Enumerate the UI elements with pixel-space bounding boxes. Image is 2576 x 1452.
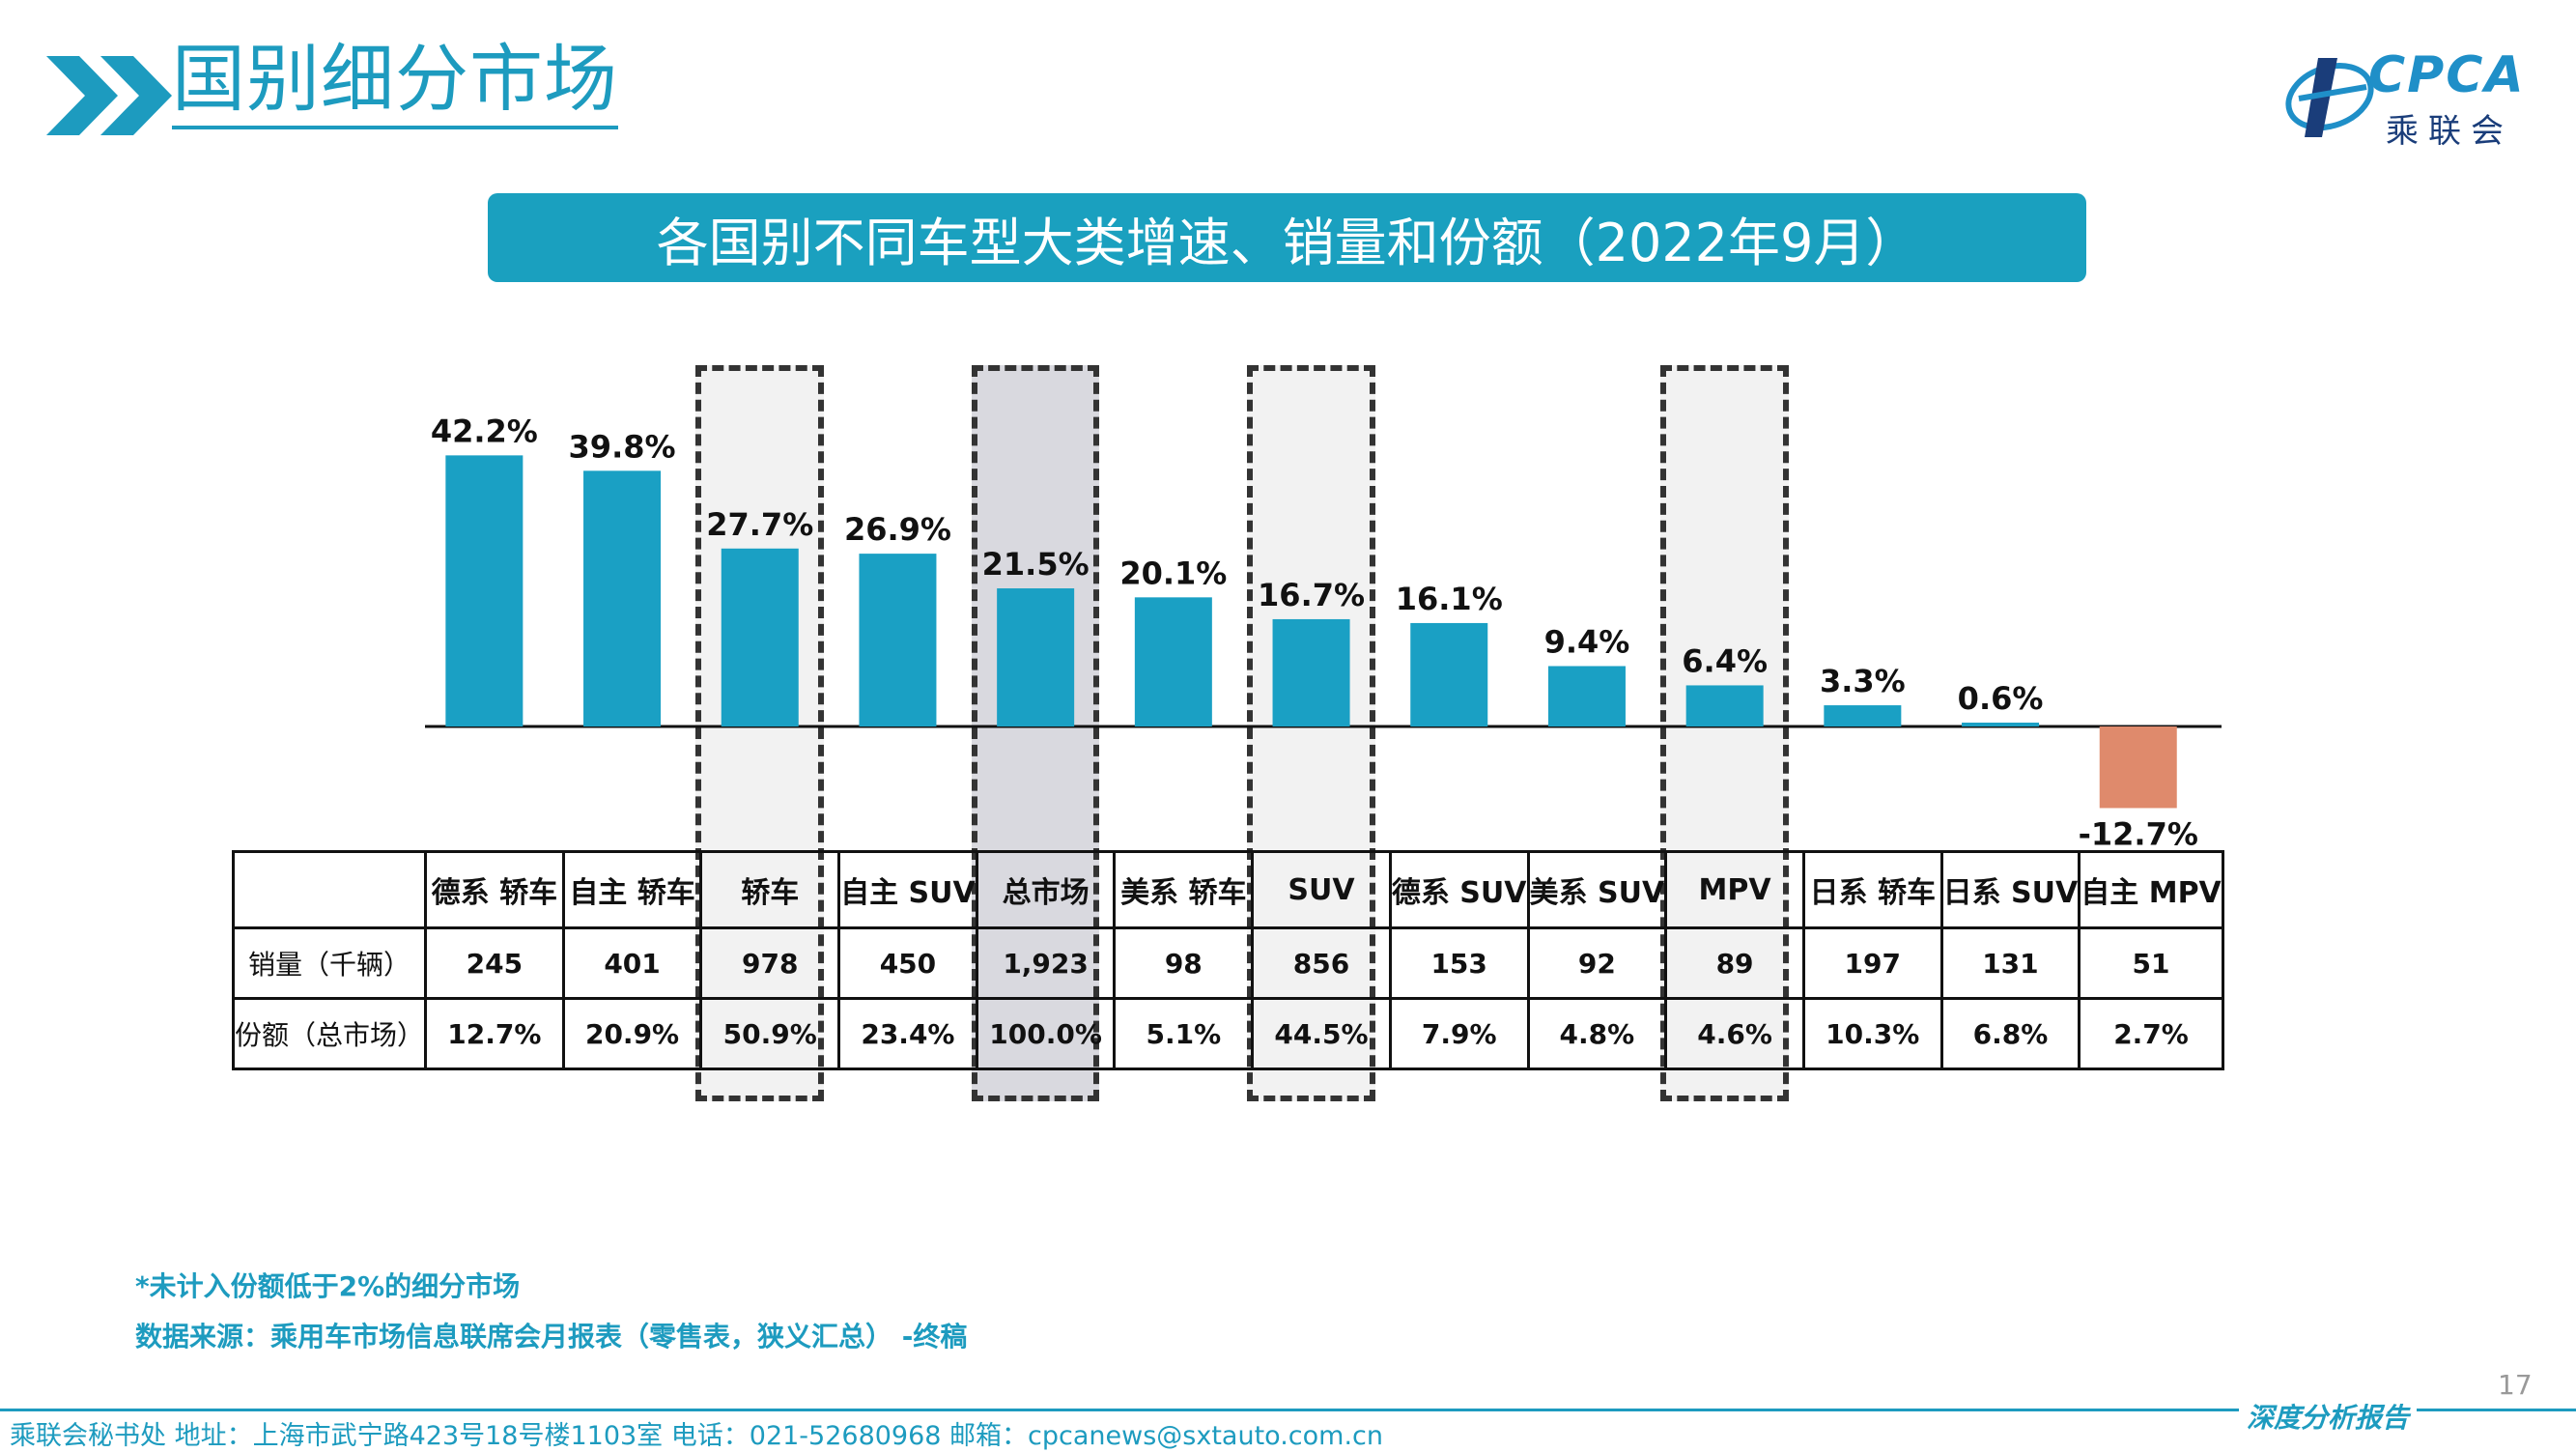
table-cell-sales: 401 bbox=[561, 926, 703, 1000]
bar bbox=[1410, 622, 1488, 726]
chart-title-banner: 各国别不同车型大类增速、销量和份额（2022年9月） bbox=[488, 193, 2086, 282]
table-header-cell: SUV bbox=[1251, 850, 1392, 929]
table-cell-share: 10.3% bbox=[1801, 997, 1943, 1070]
table-cell-sales: 131 bbox=[1939, 926, 2081, 1000]
bar bbox=[997, 588, 1075, 726]
table-header-cell: 日系 SUV bbox=[1939, 850, 2081, 929]
table-header-cell: 美系 轿车 bbox=[1113, 850, 1255, 929]
table-cell-share: 2.7% bbox=[2078, 997, 2224, 1070]
table-header-cell: 自主 轿车 bbox=[561, 850, 703, 929]
bar bbox=[1824, 705, 1902, 726]
data-label: 42.2% bbox=[431, 413, 538, 449]
table-header-cell: 自主 MPV bbox=[2078, 850, 2224, 929]
bar bbox=[859, 554, 937, 726]
table-cell-sales: 450 bbox=[837, 926, 978, 1000]
table-cell-sales: 1,923 bbox=[975, 926, 1117, 1000]
table-cell-share: 6.8% bbox=[1939, 997, 2081, 1070]
table-cell-sales: 978 bbox=[699, 926, 841, 1000]
chart-title: 各国别不同车型大类增速、销量和份额（2022年9月） bbox=[656, 212, 1918, 273]
table-header-row: 德系 轿车 自主 轿车 轿车 自主 SUV 总市场 美系 轿车 SUV 德系 SUV 美系 SU… bbox=[231, 850, 2224, 929]
page-title: 国别细分市场 bbox=[172, 43, 618, 129]
bar bbox=[445, 455, 524, 726]
table-cell-share: 20.9% bbox=[561, 997, 703, 1070]
table-header-cell: 轿车 bbox=[699, 850, 841, 929]
logo-subtitle: 乘联会 bbox=[2386, 112, 2513, 151]
footer-divider bbox=[0, 1409, 2576, 1411]
table-cell-share: 4.8% bbox=[1526, 997, 1668, 1070]
data-label: 21.5% bbox=[982, 546, 1090, 583]
table-cell-share: 23.4% bbox=[837, 997, 978, 1070]
row-label-sales: 销量（千辆） bbox=[231, 926, 428, 1000]
table-header-cell: 日系 轿车 bbox=[1801, 850, 1943, 929]
table-cell-share: 7.9% bbox=[1388, 997, 1530, 1070]
table-cell-sales: 153 bbox=[1388, 926, 1530, 1000]
table-header-cell: 德系 SUV bbox=[1388, 850, 1530, 929]
table-cell-sales: 51 bbox=[2078, 926, 2224, 1000]
footnote: *未计入份额低于2%的细分市场 bbox=[135, 1270, 521, 1302]
data-label: 39.8% bbox=[569, 428, 676, 465]
table-cell-sales: 197 bbox=[1801, 926, 1943, 1000]
table-row-share: 份额（总市场） 12.7% 20.9% 50.9% 23.4% 100.0% 5.1% 44… bbox=[231, 997, 2224, 1070]
bar bbox=[1962, 723, 2040, 726]
bar bbox=[1547, 666, 1626, 726]
bar bbox=[721, 548, 799, 726]
table-cell-sales: 92 bbox=[1526, 926, 1668, 1000]
data-source-note: 数据来源：乘用车市场信息联席会月报表（零售表，狭义汇总） -终稿 bbox=[135, 1321, 968, 1352]
row-label-share: 份额（总市场） bbox=[231, 997, 428, 1070]
footer-tagline: 深度分析报告 bbox=[2239, 1397, 2418, 1436]
data-label: -12.7% bbox=[2079, 815, 2198, 852]
cpca-logo-icon bbox=[2285, 58, 2374, 137]
data-label: 3.3% bbox=[1820, 663, 1906, 699]
table-header-cell: 自主 SUV bbox=[837, 850, 978, 929]
table-cell-share: 100.0% bbox=[975, 997, 1117, 1070]
table-cell-sales: 98 bbox=[1113, 926, 1255, 1000]
footer-contact: 乘联会秘书处 地址：上海市武宁路423号18号楼1103室 电话：021-526… bbox=[10, 1421, 1384, 1451]
page-number: 17 bbox=[2498, 1369, 2533, 1401]
bar bbox=[583, 470, 662, 726]
bar bbox=[1685, 685, 1764, 726]
data-label: 16.1% bbox=[1396, 581, 1503, 617]
double-chevron-icon bbox=[46, 56, 172, 135]
table-header-cell: 总市场 bbox=[975, 850, 1117, 929]
table-cell-sales: 245 bbox=[424, 926, 565, 1000]
table-cell-share: 5.1% bbox=[1113, 997, 1255, 1070]
bar bbox=[2099, 726, 2177, 809]
table-header-cell: 德系 轿车 bbox=[424, 850, 565, 929]
table-header-cell: 美系 SUV bbox=[1526, 850, 1668, 929]
data-label: 9.4% bbox=[1544, 623, 1630, 660]
bar bbox=[1134, 597, 1212, 726]
data-table: 德系 轿车 自主 轿车 轿车 自主 SUV 总市场 美系 轿车 SUV 德系 SUV 美系 SU… bbox=[231, 850, 2224, 1070]
table-cell-share: 50.9% bbox=[699, 997, 841, 1070]
table-corner-cell bbox=[231, 850, 428, 929]
data-label: 16.7% bbox=[1258, 577, 1365, 613]
logo-text: CPCA bbox=[2368, 46, 2526, 104]
bar bbox=[1272, 618, 1350, 726]
data-label: 0.6% bbox=[1958, 680, 2044, 717]
table-row-sales: 销量（千辆） 245 401 978 450 1,923 98 856 153 92 89 197 1… bbox=[231, 926, 2224, 1000]
table-header-cell: MPV bbox=[1664, 850, 1805, 929]
data-label: 6.4% bbox=[1682, 642, 1768, 679]
data-label: 27.7% bbox=[706, 506, 813, 543]
table-cell-sales: 89 bbox=[1664, 926, 1805, 1000]
table-cell-sales: 856 bbox=[1251, 926, 1392, 1000]
table-cell-share: 12.7% bbox=[424, 997, 565, 1070]
table-cell-share: 4.6% bbox=[1664, 997, 1805, 1070]
data-label: 20.1% bbox=[1119, 555, 1227, 591]
data-label: 26.9% bbox=[844, 511, 951, 548]
table-cell-share: 44.5% bbox=[1251, 997, 1392, 1070]
